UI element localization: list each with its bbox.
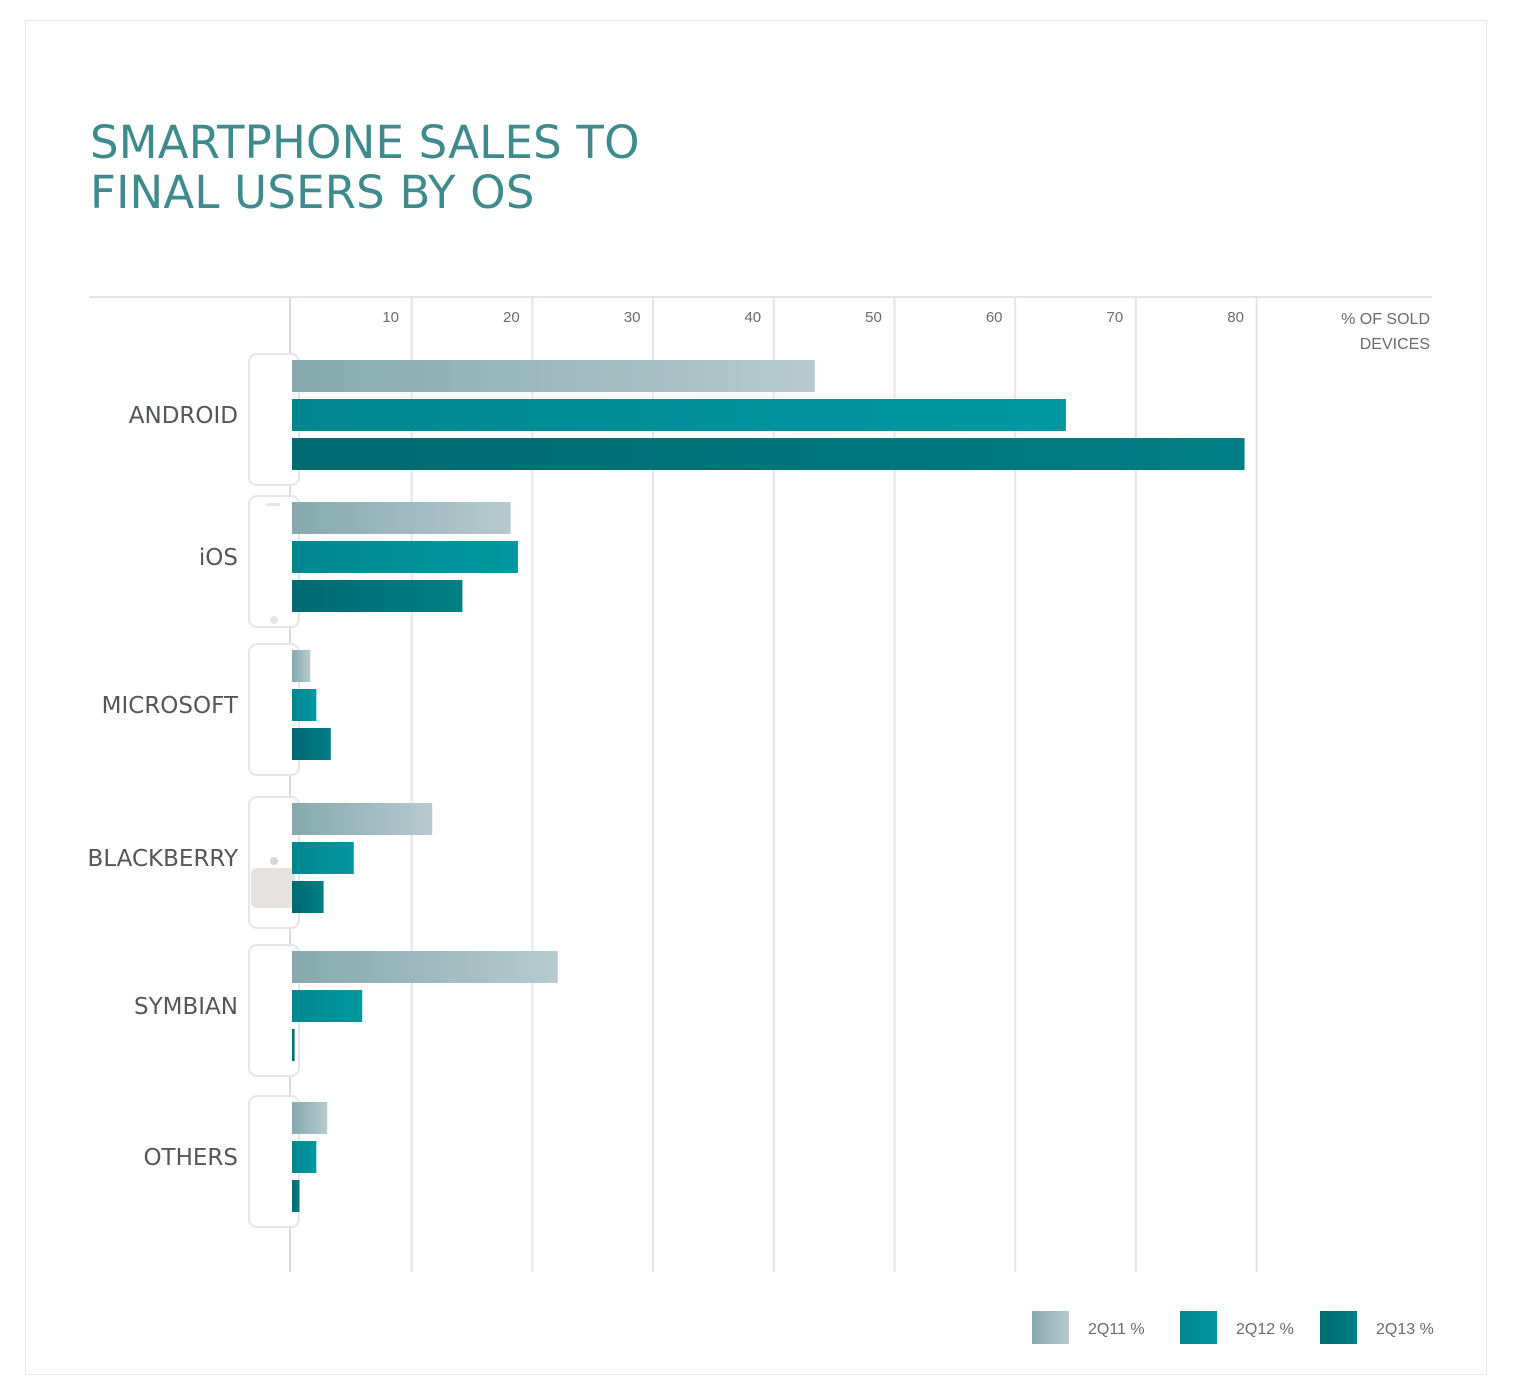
phone-microsoft-icon <box>248 643 300 776</box>
bar <box>292 650 311 682</box>
category-label: BLACKBERRY <box>88 846 239 872</box>
bar <box>292 1102 328 1134</box>
bar <box>292 881 324 913</box>
category-label: OTHERS <box>143 1145 238 1171</box>
phone-others-icon <box>248 1095 300 1228</box>
phone-blackberry-icon <box>248 796 300 929</box>
bars <box>292 360 1245 1212</box>
chart-title: SMARTPHONE SALES TO FINAL USERS BY OS <box>90 118 640 218</box>
chart-title-line-1: SMARTPHONE SALES TO <box>90 116 640 169</box>
bar <box>292 951 558 983</box>
labels: 10 20 30 40 50 60 70 80 % OF SOLD DEVICES ANDROID i… <box>88 309 1430 1171</box>
bar <box>292 803 433 835</box>
category-label: iOS <box>199 545 238 571</box>
legend-swatch <box>1320 1311 1357 1344</box>
legend-item: 2Q12 % <box>1180 1311 1294 1344</box>
x-tick-label: 80 <box>1227 309 1244 326</box>
x-axis-unit-label: DEVICES <box>1360 336 1430 353</box>
bar <box>292 689 317 721</box>
phone-android-icon <box>248 353 300 486</box>
bar <box>292 360 815 392</box>
x-tick-label: 50 <box>865 309 882 326</box>
bar <box>292 399 1066 431</box>
bar <box>292 728 331 760</box>
category-label: ANDROID <box>129 403 238 429</box>
bar <box>292 1180 300 1212</box>
x-tick-label: 60 <box>986 309 1003 326</box>
phone-symbian-icon <box>248 944 300 1077</box>
bar <box>292 541 518 573</box>
legend-label: 2Q13 % <box>1376 1321 1434 1338</box>
x-tick-label: 20 <box>503 309 520 326</box>
legend-item: 2Q13 % <box>1320 1311 1434 1344</box>
legend-label: 2Q12 % <box>1236 1321 1294 1338</box>
category-label: MICROSOFT <box>102 693 239 719</box>
legend-swatch <box>1180 1311 1217 1344</box>
bar <box>292 842 354 874</box>
bar <box>292 1029 295 1061</box>
bar <box>292 580 463 612</box>
bar <box>292 1141 317 1173</box>
legend-item: 2Q11 % <box>1032 1311 1145 1344</box>
x-tick-label: 30 <box>624 309 641 326</box>
bar <box>292 502 511 534</box>
bar <box>292 438 1245 470</box>
phone-ios-icon <box>248 495 300 628</box>
chart-title-line-2: FINAL USERS BY OS <box>90 166 535 219</box>
category-label: SYMBIAN <box>134 994 238 1020</box>
chart-frame <box>25 20 1487 1375</box>
phone-icons <box>248 353 300 1228</box>
x-tick-label: 70 <box>1107 309 1124 326</box>
bar <box>292 990 363 1022</box>
legend-swatch <box>1032 1311 1069 1344</box>
x-axis-unit-label: % OF SOLD <box>1341 311 1430 328</box>
x-tick-label: 40 <box>744 309 761 326</box>
legend-label: 2Q11 % <box>1088 1321 1145 1338</box>
legend: 2Q11 % 2Q12 % 2Q13 % <box>1032 1311 1434 1344</box>
x-tick-label: 10 <box>382 309 399 326</box>
